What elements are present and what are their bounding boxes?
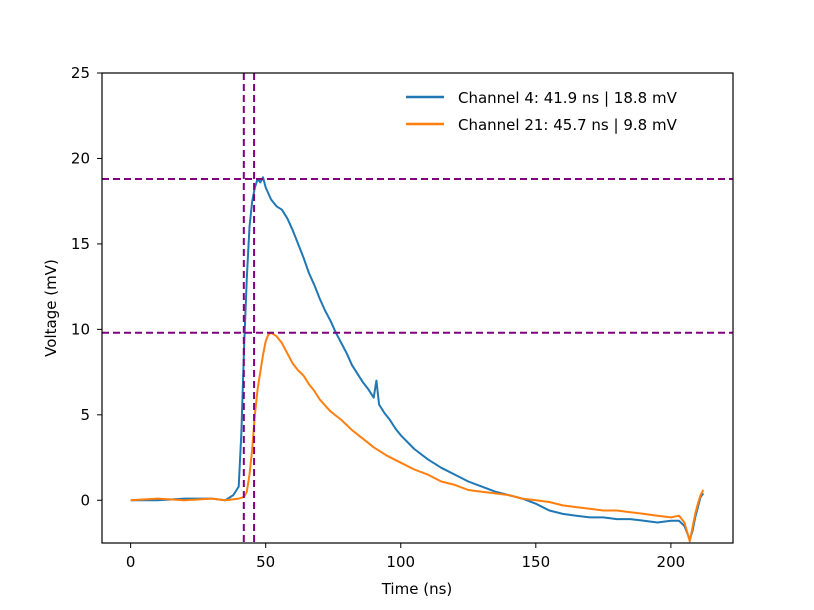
y-axis: 0 5 10 15 20 25 xyxy=(71,64,102,509)
x-tick-label: 150 xyxy=(521,553,550,571)
legend: Channel 4: 41.9 ns | 18.8 mV Channel 21:… xyxy=(406,89,678,134)
x-tick-label: 50 xyxy=(256,553,275,571)
plot-frame xyxy=(101,72,734,544)
x-tick-label: 0 xyxy=(126,553,136,571)
legend-label-channel-21: Channel 21: 45.7 ns | 9.8 mV xyxy=(458,116,678,134)
y-tick-label: 0 xyxy=(80,491,90,509)
y-tick-label: 5 xyxy=(80,406,90,424)
legend-label-channel-4: Channel 4: 41.9 ns | 18.8 mV xyxy=(458,89,678,107)
x-axis-label: Time (ns) xyxy=(381,580,453,598)
series-line-channel-4 xyxy=(130,176,705,541)
x-tick-label: 100 xyxy=(386,553,415,571)
x-tick-label: 200 xyxy=(657,553,686,571)
x-axis: 0 50 100 150 200 xyxy=(126,543,685,571)
y-tick-label: 20 xyxy=(71,149,90,167)
y-axis-label: Voltage (mV) xyxy=(42,259,60,357)
reference-lines xyxy=(102,73,733,543)
y-tick-label: 15 xyxy=(71,235,90,253)
y-tick-label: 25 xyxy=(71,64,90,82)
y-tick-label: 10 xyxy=(71,320,90,338)
